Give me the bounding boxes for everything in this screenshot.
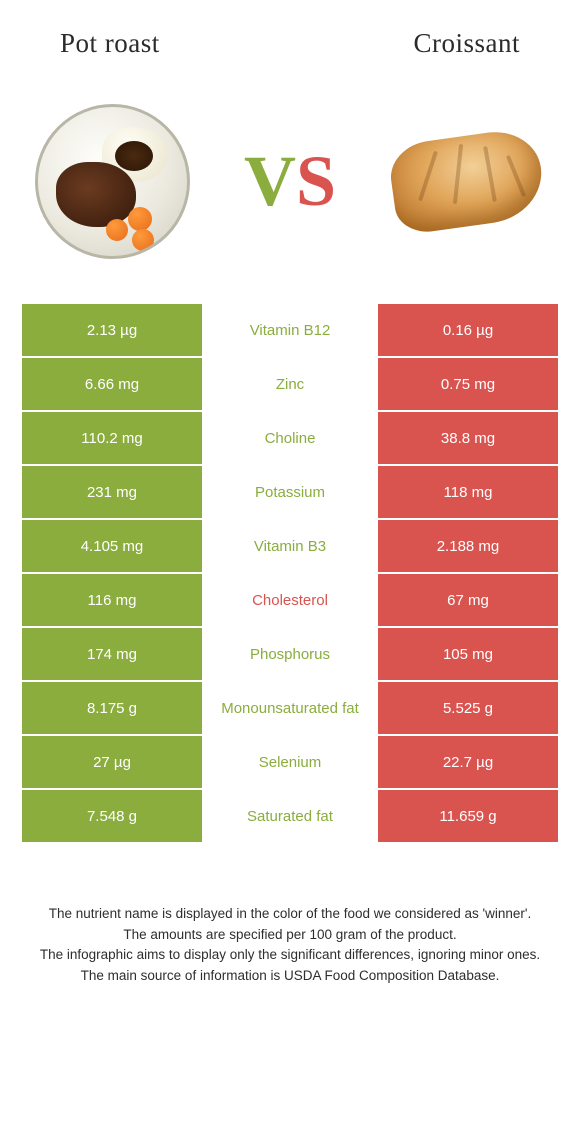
cell-left-value: 4.105 mg [22,520,202,572]
footer-line: The nutrient name is displayed in the co… [26,904,554,924]
cell-left-value: 110.2 mg [22,412,202,464]
cell-nutrient-label: Monounsaturated fat [202,682,378,734]
table-row: 174 mgPhosphorus105 mg [22,628,558,680]
infographic-container: Pot roast Croissant VS [0,0,580,1144]
cell-nutrient-label: Vitamin B12 [202,304,378,356]
cell-nutrient-label: Cholesterol [202,574,378,626]
cell-nutrient-label: Phosphorus [202,628,378,680]
footer-notes: The nutrient name is displayed in the co… [0,844,580,985]
vs-label: VS [244,140,336,223]
table-row: 8.175 gMonounsaturated fat5.525 g [22,682,558,734]
cell-nutrient-label: Saturated fat [202,790,378,842]
cell-right-value: 0.16 µg [378,304,558,356]
cell-right-value: 0.75 mg [378,358,558,410]
cell-right-value: 38.8 mg [378,412,558,464]
footer-line: The infographic aims to display only the… [26,945,554,965]
table-row: 6.66 mgZinc0.75 mg [22,358,558,410]
cell-left-value: 7.548 g [22,790,202,842]
cell-left-value: 27 µg [22,736,202,788]
cell-left-value: 116 mg [22,574,202,626]
cell-nutrient-label: Potassium [202,466,378,518]
cell-right-value: 67 mg [378,574,558,626]
cell-left-value: 174 mg [22,628,202,680]
table-row: 7.548 gSaturated fat11.659 g [22,790,558,842]
cell-right-value: 11.659 g [378,790,558,842]
cell-right-value: 2.188 mg [378,520,558,572]
cell-nutrient-label: Selenium [202,736,378,788]
food1-image [30,99,195,264]
food1-title: Pot roast [60,28,160,59]
vs-v: V [244,140,296,223]
table-row: 110.2 mgCholine38.8 mg [22,412,558,464]
table-row: 27 µgSelenium22.7 µg [22,736,558,788]
cell-right-value: 22.7 µg [378,736,558,788]
cell-left-value: 8.175 g [22,682,202,734]
footer-line: The main source of information is USDA F… [26,966,554,986]
footer-line: The amounts are specified per 100 gram o… [26,925,554,945]
table-row: 231 mgPotassium118 mg [22,466,558,518]
images-row: VS [0,69,580,304]
cell-left-value: 2.13 µg [22,304,202,356]
table-row: 4.105 mgVitamin B32.188 mg [22,520,558,572]
cell-nutrient-label: Choline [202,412,378,464]
cell-right-value: 105 mg [378,628,558,680]
cell-nutrient-label: Vitamin B3 [202,520,378,572]
cell-left-value: 231 mg [22,466,202,518]
table-row: 2.13 µgVitamin B120.16 µg [22,304,558,356]
cell-left-value: 6.66 mg [22,358,202,410]
cell-right-value: 5.525 g [378,682,558,734]
food2-image [385,99,550,264]
nutrient-table: 2.13 µgVitamin B120.16 µg6.66 mgZinc0.75… [0,304,580,842]
vs-s: S [296,140,336,223]
table-row: 116 mgCholesterol67 mg [22,574,558,626]
cell-nutrient-label: Zinc [202,358,378,410]
cell-right-value: 118 mg [378,466,558,518]
header: Pot roast Croissant [0,0,580,69]
food2-title: Croissant [413,28,520,59]
